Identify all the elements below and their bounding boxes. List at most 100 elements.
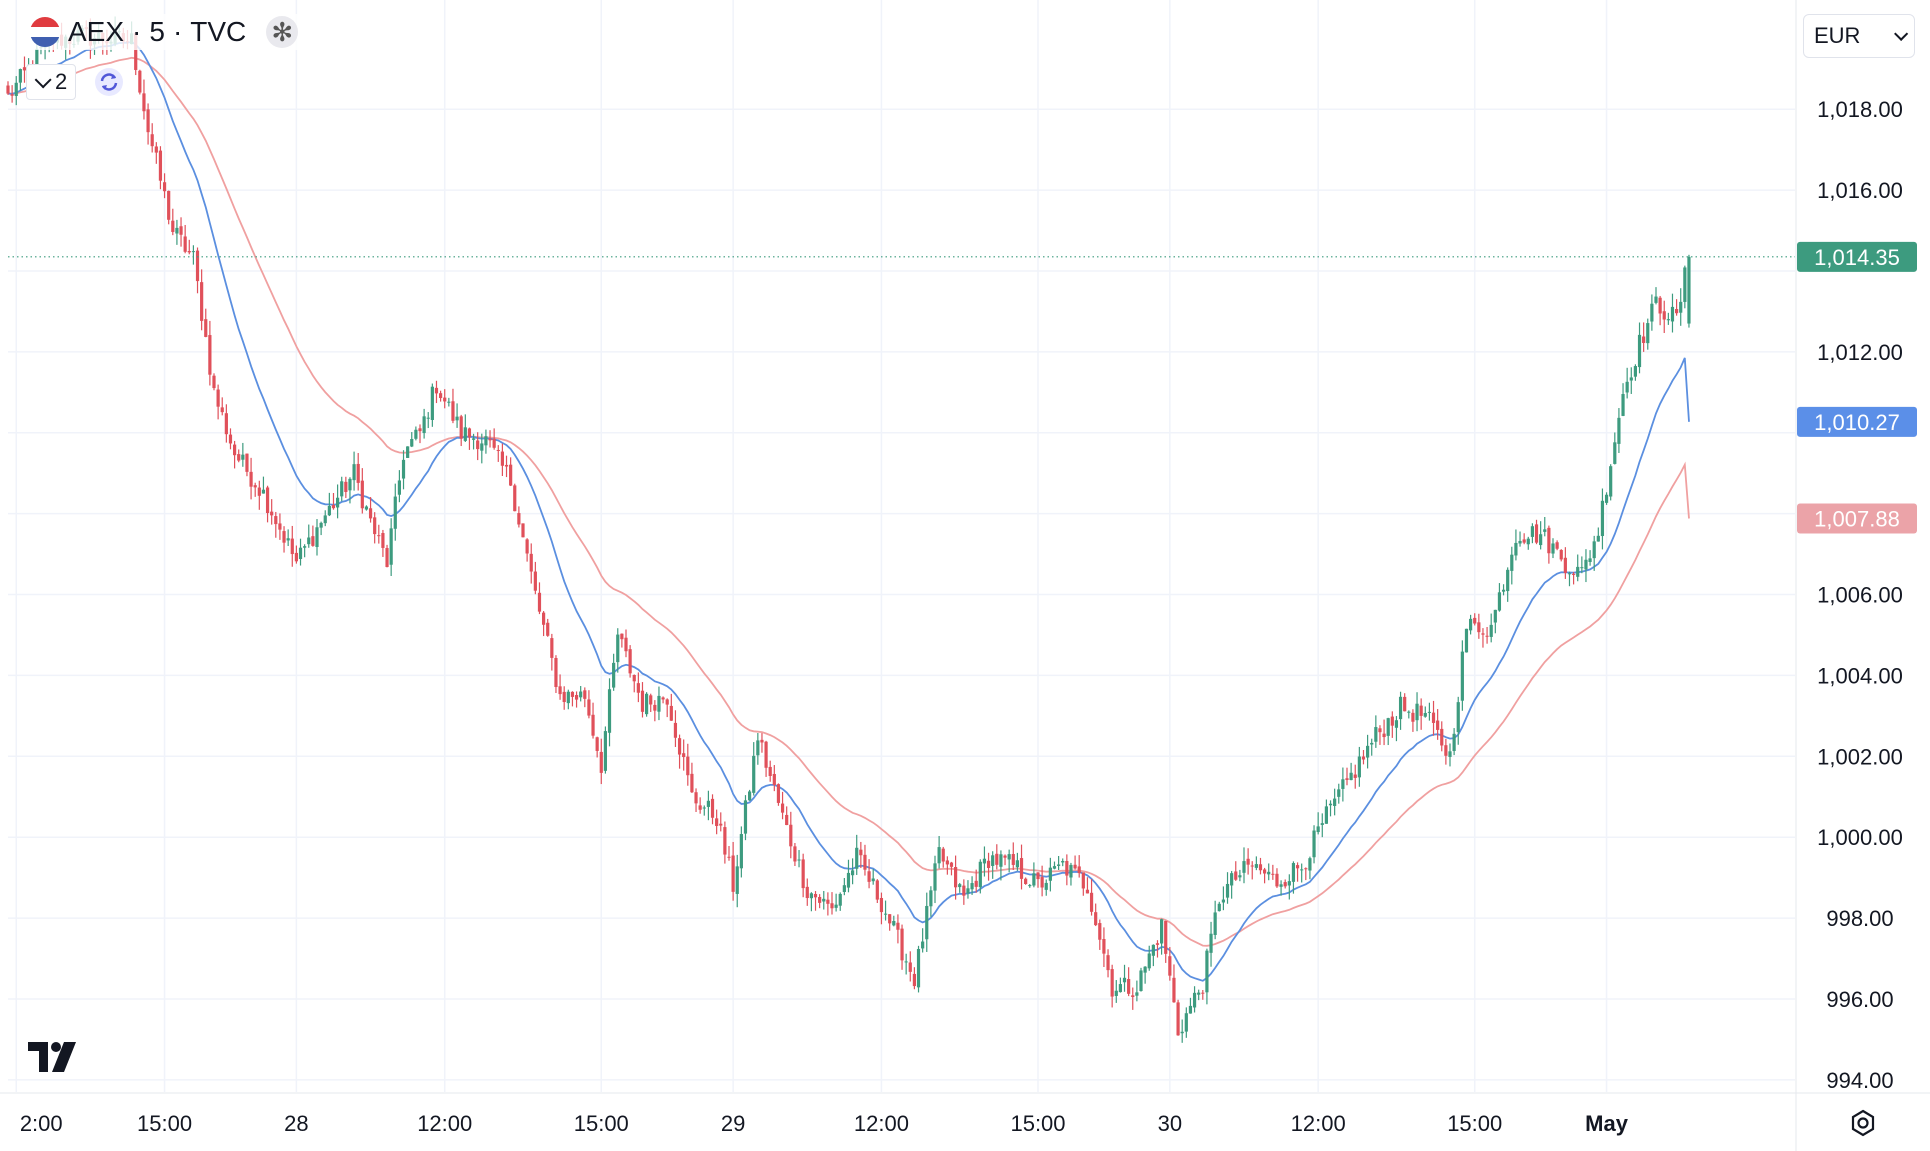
candle-body: [789, 824, 793, 847]
candle: [484, 429, 488, 454]
candle-body: [1390, 716, 1394, 726]
candle-body: [1011, 854, 1015, 865]
candle: [1551, 538, 1555, 559]
indicators-toggle-button[interactable]: 2: [26, 64, 77, 100]
candle-body: [1604, 494, 1609, 503]
candle-body: [1394, 720, 1399, 728]
candle-body: [521, 523, 525, 538]
candle-body: [298, 547, 303, 559]
candle: [546, 618, 550, 637]
candle: [1514, 529, 1518, 561]
candle-body: [533, 571, 537, 591]
candle: [1007, 849, 1011, 873]
candle: [1543, 516, 1547, 537]
candle: [974, 869, 978, 893]
candle: [1580, 556, 1584, 574]
exchange-name[interactable]: TVC: [190, 16, 247, 47]
candle-body: [1176, 1002, 1180, 1036]
candle: [1547, 525, 1551, 564]
ma-fast-line: [7, 40, 1690, 982]
interval[interactable]: 5: [149, 16, 165, 47]
candle: [344, 476, 348, 498]
time-tick-label: 15:00: [574, 1111, 629, 1136]
candle: [1077, 855, 1081, 878]
candle: [801, 853, 805, 898]
candle-body: [818, 896, 822, 903]
candle: [1081, 872, 1085, 896]
candle: [216, 384, 220, 420]
candle: [1061, 858, 1065, 867]
candle: [1312, 825, 1316, 864]
candle: [162, 173, 167, 199]
candle: [1423, 706, 1427, 718]
candle-body: [809, 893, 813, 899]
candle: [1283, 879, 1287, 889]
candle-body: [1065, 860, 1069, 876]
candle: [1646, 318, 1650, 350]
candle: [970, 876, 974, 895]
candle-body: [690, 773, 694, 793]
candle: [1052, 861, 1057, 870]
candle: [702, 805, 706, 816]
market-status-icon[interactable]: ✻: [266, 16, 299, 48]
candle: [265, 485, 270, 523]
candle: [1510, 546, 1514, 585]
candle-body: [793, 846, 797, 862]
candle: [896, 914, 900, 944]
time-tick-label: 30: [1158, 1111, 1182, 1136]
price-tag-last: 1,014.35: [1797, 241, 1917, 272]
candle: [245, 453, 249, 477]
tradingview-logo-icon[interactable]: [28, 1042, 84, 1072]
candle-body: [1135, 992, 1139, 996]
candle-body: [1061, 860, 1065, 863]
price-tag-label: 1,014.35: [1814, 245, 1900, 270]
candle-body: [1687, 256, 1691, 324]
candle-body: [1576, 566, 1580, 577]
candle-body: [360, 480, 364, 509]
candle-body: [974, 880, 978, 887]
candle: [533, 561, 537, 595]
settings-gear-icon[interactable]: [1848, 1108, 1878, 1138]
candle: [430, 383, 434, 427]
ma-slow-line: [7, 56, 1690, 947]
price-axis[interactable]: 1,018.00 1,016.00 1,012.00 1,006.00 1,004.00…: [1817, 97, 1903, 1093]
candle: [377, 524, 381, 544]
candle-body: [529, 553, 533, 572]
candle-body: [1040, 877, 1044, 888]
candle: [710, 794, 715, 825]
candle: [937, 835, 941, 869]
candle-body: [583, 690, 587, 699]
currency-select[interactable]: EUR: [1803, 14, 1915, 58]
candle-body: [603, 731, 607, 771]
candle-body: [706, 800, 710, 807]
candle: [780, 791, 785, 820]
candle-body: [1180, 1031, 1184, 1034]
candle-body: [237, 454, 241, 461]
candle: [1654, 287, 1658, 305]
symbol-legend[interactable]: AEX · 5 · TVC ✻: [24, 14, 305, 50]
candle: [813, 891, 818, 911]
candle: [1065, 854, 1069, 886]
candle-body: [368, 508, 373, 519]
candle: [851, 858, 855, 885]
candle: [846, 859, 851, 893]
candle-body: [14, 82, 18, 96]
candle: [286, 529, 290, 547]
candle: [1135, 980, 1139, 1002]
candle: [1127, 967, 1131, 997]
candle-body: [311, 536, 315, 546]
candle-body: [1456, 702, 1460, 733]
price-tick-label: 996.00: [1826, 987, 1893, 1012]
sync-icon[interactable]: [94, 67, 124, 97]
candle-body: [632, 674, 636, 682]
price-tag-bg: [1797, 241, 1917, 272]
candle-body: [430, 386, 434, 420]
candle: [607, 678, 612, 747]
candle-body: [986, 860, 991, 868]
time-axis[interactable]: 2:00 15:00 28 12:00 15:00 29 12:00 15:00 30 12:00…: [20, 1111, 1629, 1136]
candle: [826, 892, 830, 916]
candle-body: [315, 527, 319, 547]
symbol-name[interactable]: AEX: [68, 16, 125, 47]
